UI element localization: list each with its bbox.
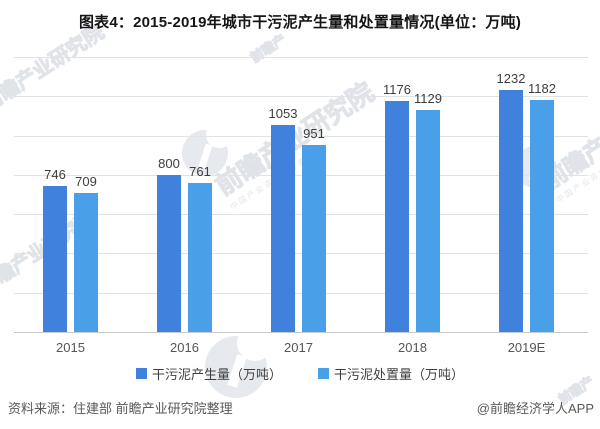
legend-swatch-icon [135,368,147,379]
legend-item: 干污泥产生量（万吨） [135,364,282,383]
watermark-tagline: 中国产业咨询领导者 [554,148,600,205]
watermark-text: 前瞻产业研究院 中国产业咨询领导者 [207,72,386,212]
gridline [14,292,588,294]
bar-value-label: 709 [75,173,97,189]
bar-production [271,125,295,332]
bar-disposal [302,145,326,332]
gridline [14,253,588,255]
legend-label: 干污泥产生量（万吨） [151,367,282,382]
gridline [14,135,588,137]
gridline [14,174,588,176]
bar-production [385,101,409,332]
bar-disposal [188,182,212,332]
legend-item: 干污泥处置量（万吨） [318,364,464,383]
gridline [14,96,588,98]
bar-value-label: 761 [189,163,211,179]
legend-label: 干污泥处置量（万吨） [334,367,465,382]
bar-value-label: 1232 [496,71,526,86]
bar-production [157,174,181,332]
gridline [14,57,588,58]
bar-disposal [74,192,98,332]
bar-production [499,90,523,332]
page-title: 图表4：2015-2019年城市干污泥产生量和处置量情况(单位：万吨) [78,14,522,31]
bar-value-label: 1182 [528,80,556,96]
source-text: 资料来源：住建部 前瞻产业研究院整理 [8,401,233,416]
x-axis-line [14,332,588,333]
bar-disposal [416,110,440,332]
credit-text: @前瞻经济学人APP [476,401,594,416]
bar-value-label: 951 [303,126,325,142]
bar-value-label: 1176 [383,82,411,97]
x-tick-label: 2015 [56,340,85,355]
legend-swatch-icon [318,368,329,379]
chart-legend: 干污泥产生量（万吨） 干污泥处置量（万吨） [0,364,600,383]
bar-value-label: 746 [44,166,66,182]
bar-value-label: 1129 [414,91,442,107]
bar-value-label: 800 [158,155,180,171]
x-tick-label: 2019E [507,340,546,355]
bar-value-label: 1053 [268,106,298,122]
watermark-text: 前瞻产 [247,31,289,66]
footer-bar: 资料来源：住建部 前瞻产业研究院整理 @前瞻经济学人APP [8,398,594,417]
x-tick-label: 2017 [284,340,313,355]
x-tick-label: 2018 [398,340,427,355]
bar-production [43,185,67,332]
gridline [14,214,588,216]
bar-disposal [530,99,554,332]
x-tick-label: 2016 [170,340,199,355]
